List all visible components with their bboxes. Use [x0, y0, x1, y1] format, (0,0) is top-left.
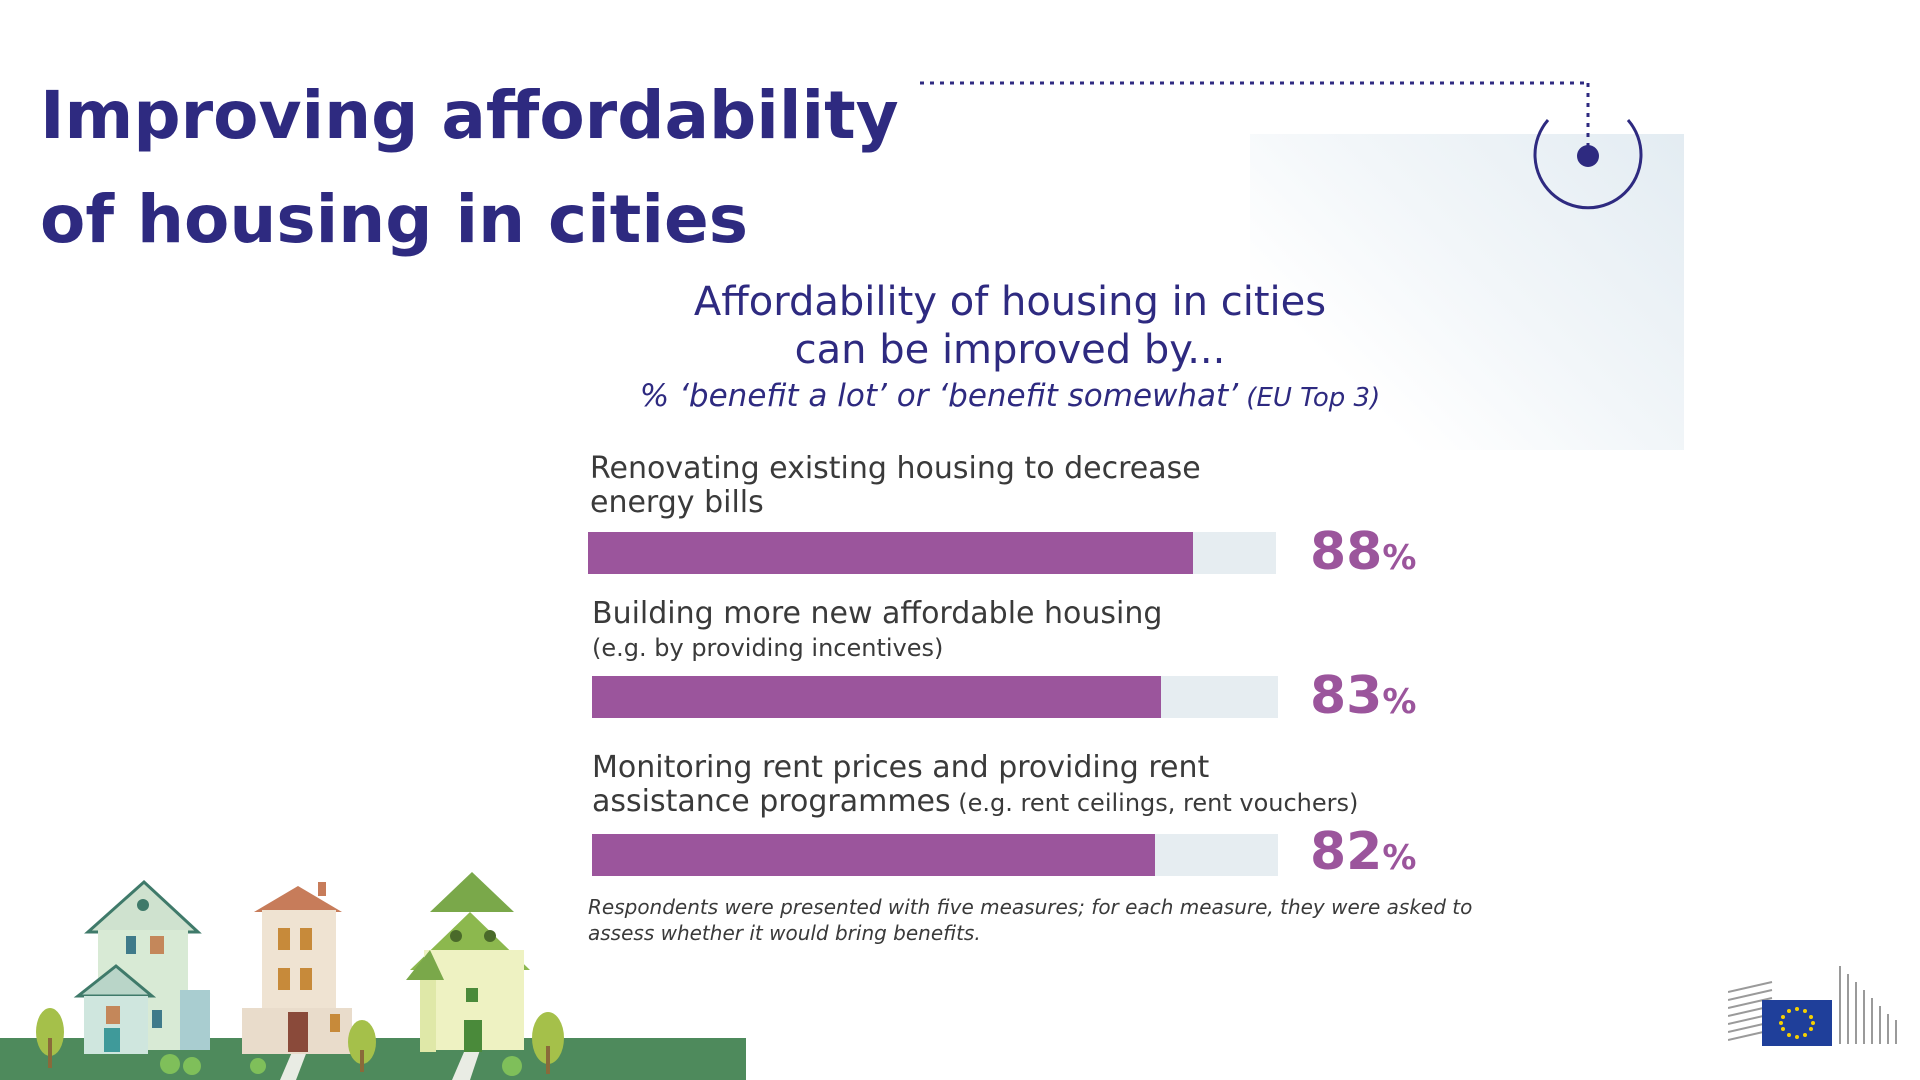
bar	[592, 676, 1162, 718]
dotted-connector	[920, 81, 1643, 210]
eu-flag	[1762, 1000, 1832, 1046]
bar-track	[592, 676, 1278, 718]
location-pin-icon	[1533, 119, 1643, 210]
houses-illustration	[0, 872, 746, 1080]
bar	[588, 532, 1194, 574]
bar-track	[588, 532, 1276, 574]
bar-label: Building more new affordable housing (e.…	[592, 597, 1162, 665]
bar-track	[592, 834, 1278, 876]
data-label-sign: %	[1382, 682, 1417, 722]
house-middle	[242, 882, 352, 1054]
data-label: 83%	[1310, 670, 1416, 728]
data-label: 82%	[1310, 826, 1416, 884]
chart-subtitle-main: % ‘benefit a lot’ or ‘benefit somewhat’	[639, 378, 1239, 414]
bar-label-line1: Monitoring rent prices and providing ren…	[592, 750, 1210, 785]
footnote-line1: Respondents were presented with five mea…	[588, 895, 1473, 919]
footnote: Respondents were presented with five mea…	[588, 894, 1508, 946]
chart-title-line1: Affordability of housing in cities	[693, 279, 1327, 325]
bar-label-line1: Building more new affordable housing	[592, 596, 1163, 631]
trees	[36, 1008, 564, 1076]
chart-subtitle: % ‘benefit a lot’ or ‘benefit somewhat’ …	[580, 378, 1440, 414]
data-label-number: 82	[1310, 822, 1383, 882]
house-left	[73, 879, 210, 1054]
data-label-sign: %	[1382, 538, 1417, 578]
bar-label-line2: assistance programmes	[592, 784, 951, 819]
background-fade-panel	[1250, 134, 1684, 450]
footnote-line2: assess whether it would bring benefits.	[588, 921, 981, 945]
data-label-sign: %	[1382, 838, 1417, 878]
chart-subtitle-suffix: (EU Top 3)	[1238, 383, 1381, 413]
data-label-number: 83	[1310, 666, 1383, 726]
bar-label: Monitoring rent prices and providing ren…	[592, 751, 1358, 820]
chart-title: Affordability of housing in cities can b…	[580, 278, 1440, 374]
bar-label-line2: energy bills	[590, 485, 764, 520]
bar-label-note: (e.g. by providing incentives)	[592, 634, 944, 662]
chart-title-line2: can be improved by...	[794, 327, 1226, 373]
bar-label: Renovating existing housing to decrease …	[590, 452, 1201, 520]
bar	[592, 834, 1155, 876]
data-label: 88%	[1310, 526, 1416, 584]
data-label-number: 88	[1310, 522, 1383, 582]
european-commission-logo	[1728, 966, 1897, 1046]
page-title: Improving affordability of housing in ci…	[40, 64, 899, 272]
page-title-line1: Improving affordability	[40, 77, 899, 154]
bar-label-note: (e.g. rent ceilings, rent vouchers)	[950, 789, 1359, 817]
house-right	[406, 872, 530, 1052]
page-title-line2: of housing in cities	[40, 181, 749, 258]
bar-label-line1: Renovating existing housing to decrease	[590, 451, 1201, 486]
